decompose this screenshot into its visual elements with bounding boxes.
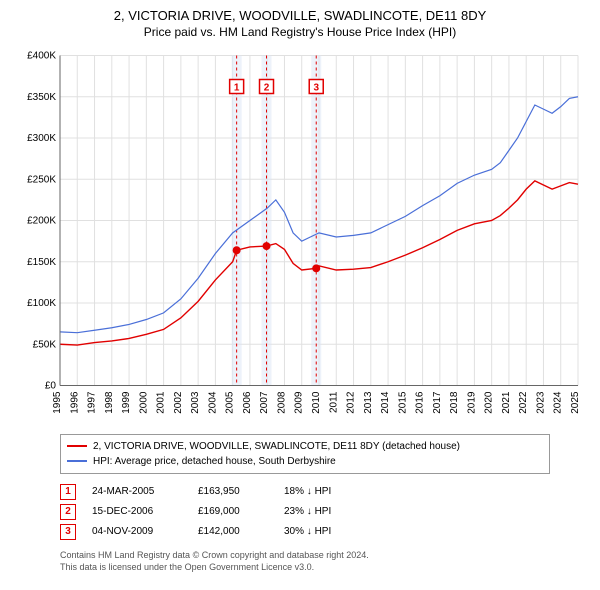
- y-tick-label: £200K: [27, 215, 56, 226]
- x-tick-label: 2008: [276, 391, 287, 414]
- x-tick-label: 1997: [87, 391, 98, 414]
- x-tick-label: 2004: [207, 391, 218, 414]
- x-tick-label: 2000: [138, 391, 149, 414]
- x-tick-label: 2010: [311, 391, 322, 414]
- y-tick-label: £0: [45, 380, 57, 391]
- footer-attribution: Contains HM Land Registry data © Crown c…: [60, 550, 550, 573]
- x-tick-label: 2007: [259, 391, 270, 414]
- x-tick-label: 2001: [156, 391, 167, 414]
- x-tick-label: 2022: [518, 391, 529, 414]
- chart-legend: 2, VICTORIA DRIVE, WOODVILLE, SWADLINCOT…: [60, 434, 550, 474]
- x-tick-label: 2011: [328, 391, 339, 413]
- y-tick-label: £50K: [33, 339, 57, 350]
- marker-number-box: 1: [60, 484, 76, 500]
- marker-number-box: 3: [60, 524, 76, 540]
- x-tick-label: 2020: [484, 391, 495, 414]
- x-tick-label: 2006: [242, 391, 253, 414]
- sale-marker-table: 1 24-MAR-2005 £163,950 18% ↓ HPI 2 15-DEC-200…: [60, 480, 550, 544]
- x-tick-label: 2009: [294, 391, 305, 414]
- marker-price: £169,000: [198, 506, 268, 517]
- x-tick-label: 2014: [380, 391, 391, 414]
- y-tick-label: £400K: [27, 50, 56, 61]
- x-tick-label: 1999: [121, 391, 132, 414]
- x-tick-label: 2012: [346, 391, 357, 414]
- x-tick-label: 2005: [225, 391, 236, 414]
- x-tick-label: 2025: [570, 391, 581, 414]
- legend-swatch: [67, 460, 87, 462]
- legend-item: 2, VICTORIA DRIVE, WOODVILLE, SWADLINCOT…: [67, 439, 543, 454]
- marker-number-box: 2: [60, 504, 76, 520]
- marker-diff: 23% ↓ HPI: [284, 506, 331, 517]
- x-tick-label: 2016: [415, 391, 426, 414]
- marker-date: 24-MAR-2005: [92, 486, 182, 497]
- legend-swatch: [67, 445, 87, 447]
- marker-table-row: 1 24-MAR-2005 £163,950 18% ↓ HPI: [60, 484, 550, 500]
- x-tick-label: 2002: [173, 391, 184, 414]
- footer-line-2: This data is licensed under the Open Gov…: [60, 562, 550, 574]
- sale-marker-num: 2: [264, 82, 270, 93]
- chart-title-line1: 2, VICTORIA DRIVE, WOODVILLE, SWADLINCOT…: [10, 8, 590, 25]
- x-tick-label: 1995: [52, 391, 63, 414]
- marker-price: £142,000: [198, 526, 268, 537]
- x-tick-label: 1998: [104, 391, 115, 414]
- legend-label: HPI: Average price, detached house, Sout…: [93, 454, 336, 469]
- x-tick-label: 2018: [449, 391, 460, 414]
- y-tick-label: £350K: [27, 92, 56, 103]
- x-tick-label: 2003: [190, 391, 201, 414]
- x-tick-label: 2019: [466, 391, 477, 414]
- marker-table-row: 3 04-NOV-2009 £142,000 30% ↓ HPI: [60, 524, 550, 540]
- x-tick-label: 2015: [397, 391, 408, 414]
- marker-date: 15-DEC-2006: [92, 506, 182, 517]
- footer-line-1: Contains HM Land Registry data © Crown c…: [60, 550, 550, 562]
- y-tick-label: £300K: [27, 133, 56, 144]
- sale-marker-num: 1: [234, 82, 240, 93]
- x-tick-label: 2021: [501, 391, 512, 414]
- x-tick-label: 2017: [432, 391, 443, 414]
- marker-diff: 18% ↓ HPI: [284, 486, 331, 497]
- y-tick-label: £150K: [27, 257, 56, 268]
- line-chart: £0 £50K £100K £150K £200K £250K £300K £350K £400…: [10, 43, 590, 428]
- sale-marker-num: 3: [313, 82, 319, 93]
- marker-diff: 30% ↓ HPI: [284, 526, 331, 537]
- x-tick-label: 2023: [535, 391, 546, 414]
- marker-price: £163,950: [198, 486, 268, 497]
- marker-table-row: 2 15-DEC-2006 £169,000 23% ↓ HPI: [60, 504, 550, 520]
- x-tick-label: 2024: [553, 391, 564, 414]
- chart-title-line2: Price paid vs. HM Land Registry's House …: [10, 25, 590, 39]
- y-tick-label: £100K: [27, 298, 56, 309]
- x-tick-label: 2013: [363, 391, 374, 414]
- legend-label: 2, VICTORIA DRIVE, WOODVILLE, SWADLINCOT…: [93, 439, 460, 454]
- legend-item: HPI: Average price, detached house, Sout…: [67, 454, 543, 469]
- marker-date: 04-NOV-2009: [92, 526, 182, 537]
- chart-area: £0 £50K £100K £150K £200K £250K £300K £350K £400…: [10, 43, 590, 428]
- x-tick-label: 1996: [69, 391, 80, 414]
- y-tick-label: £250K: [27, 174, 56, 185]
- page-container: 2, VICTORIA DRIVE, WOODVILLE, SWADLINCOT…: [0, 0, 600, 590]
